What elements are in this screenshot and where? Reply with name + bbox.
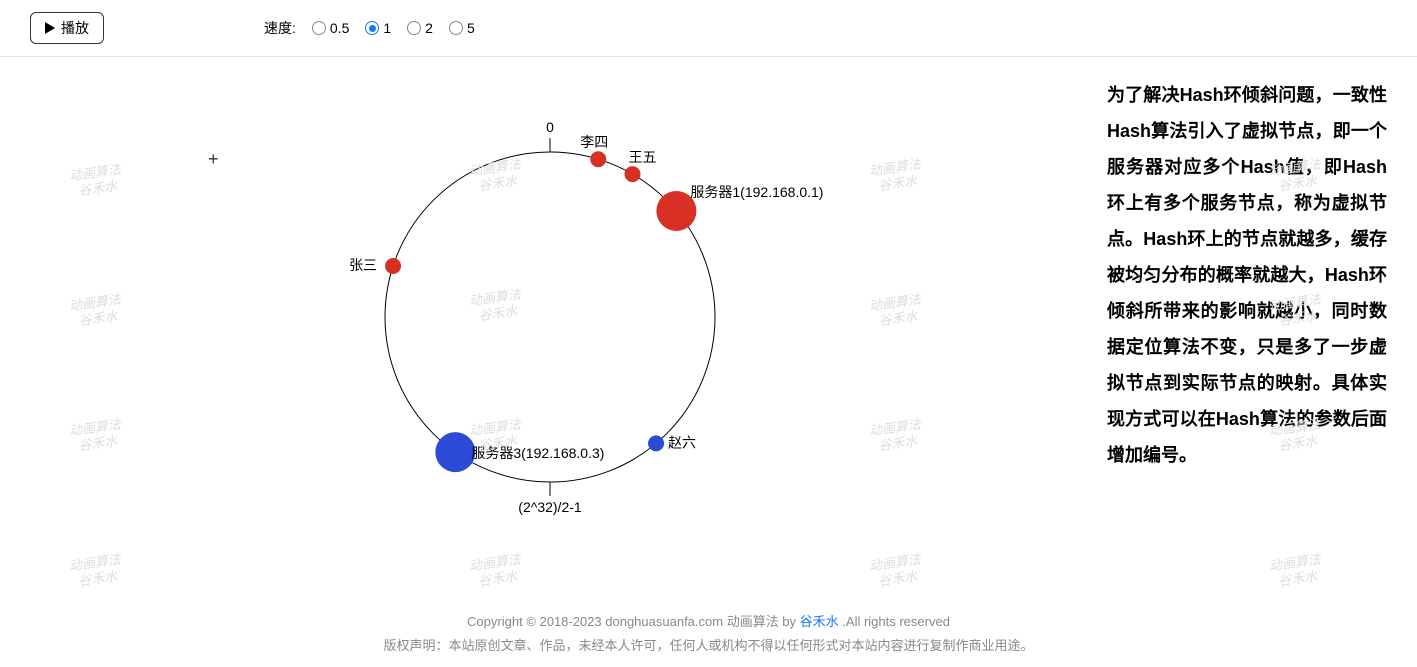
play-button[interactable]: 播放 (30, 12, 104, 44)
speed-control: 速度: 0.5 1 2 5 (264, 18, 475, 38)
svg-text:0: 0 (546, 119, 554, 135)
ring-node-label: 李四 (580, 134, 608, 150)
speed-option-label: 5 (467, 20, 475, 36)
ring-node-label: 服务器3(192.168.0.3) (471, 445, 604, 461)
ring-node (625, 166, 641, 182)
radio-icon (312, 21, 326, 35)
radio-icon (407, 21, 421, 35)
ring-node (648, 435, 664, 451)
ring-node-label: 赵六 (668, 434, 696, 450)
speed-option-0.5[interactable]: 0.5 (312, 20, 349, 36)
description-text: 为了解决Hash环倾斜问题，一致性Hash算法引入了虚拟节点，即一个服务器对应多… (1097, 57, 1417, 614)
ring-node-label: 张三 (349, 257, 377, 273)
hash-ring-diagram: 0 (2^32)/2-1 李四王五服务器1(192.168.0.1) 赵六服务器3(1… (200, 97, 900, 577)
footer-license: 版权声明：本站原创文章、作品，未经本人许可，任何人或机构不得以任何形式对本站内容… (0, 634, 1417, 657)
svg-text:(2^32)/2-1: (2^32)/2-1 (518, 499, 582, 515)
ring-node-label: 王五 (629, 149, 657, 165)
ring-node (590, 151, 606, 167)
play-icon (45, 22, 55, 34)
toolbar: 播放 速度: 0.5 1 2 5 (0, 0, 1417, 57)
radio-icon (449, 21, 463, 35)
speed-option-5[interactable]: 5 (449, 20, 475, 36)
footer: Copyright © 2018-2023 donghuasuanfa.com … (0, 610, 1417, 657)
ring-node (435, 432, 475, 472)
speed-option-label: 1 (383, 20, 391, 36)
speed-option-label: 2 (425, 20, 433, 36)
speed-option-label: 0.5 (330, 20, 349, 36)
speed-option-2[interactable]: 2 (407, 20, 433, 36)
footer-copyright: Copyright © 2018-2023 donghuasuanfa.com … (0, 610, 1417, 633)
main-area: + 0(2^32)/2-1李四王五服务器1(192.168.0.1)赵六服务器3… (0, 57, 1417, 614)
radio-icon (365, 21, 379, 35)
ring-node (385, 258, 401, 274)
ring-node-label: 服务器1(192.168.0.1) (690, 184, 823, 200)
author-link[interactable]: 谷禾水 (800, 614, 839, 629)
play-label: 播放 (61, 18, 89, 38)
diagram-area: + 0(2^32)/2-1李四王五服务器1(192.168.0.1)赵六服务器3… (0, 57, 1097, 614)
speed-label: 速度: (264, 18, 296, 38)
speed-option-1[interactable]: 1 (365, 20, 391, 36)
